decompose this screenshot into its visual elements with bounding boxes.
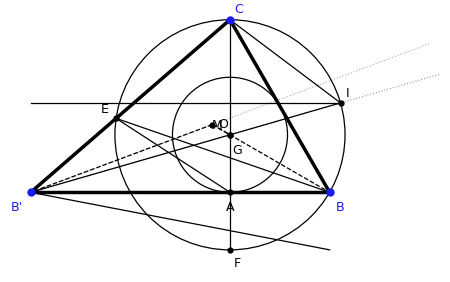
Text: E: E xyxy=(101,103,108,116)
Text: B: B xyxy=(336,201,344,214)
Text: C: C xyxy=(234,3,243,16)
Text: F: F xyxy=(234,257,241,270)
Text: B': B' xyxy=(11,201,23,214)
Text: I: I xyxy=(346,87,349,100)
Text: O: O xyxy=(218,118,228,131)
Text: A: A xyxy=(226,201,234,214)
Text: G: G xyxy=(233,144,242,157)
Text: M: M xyxy=(212,119,222,132)
